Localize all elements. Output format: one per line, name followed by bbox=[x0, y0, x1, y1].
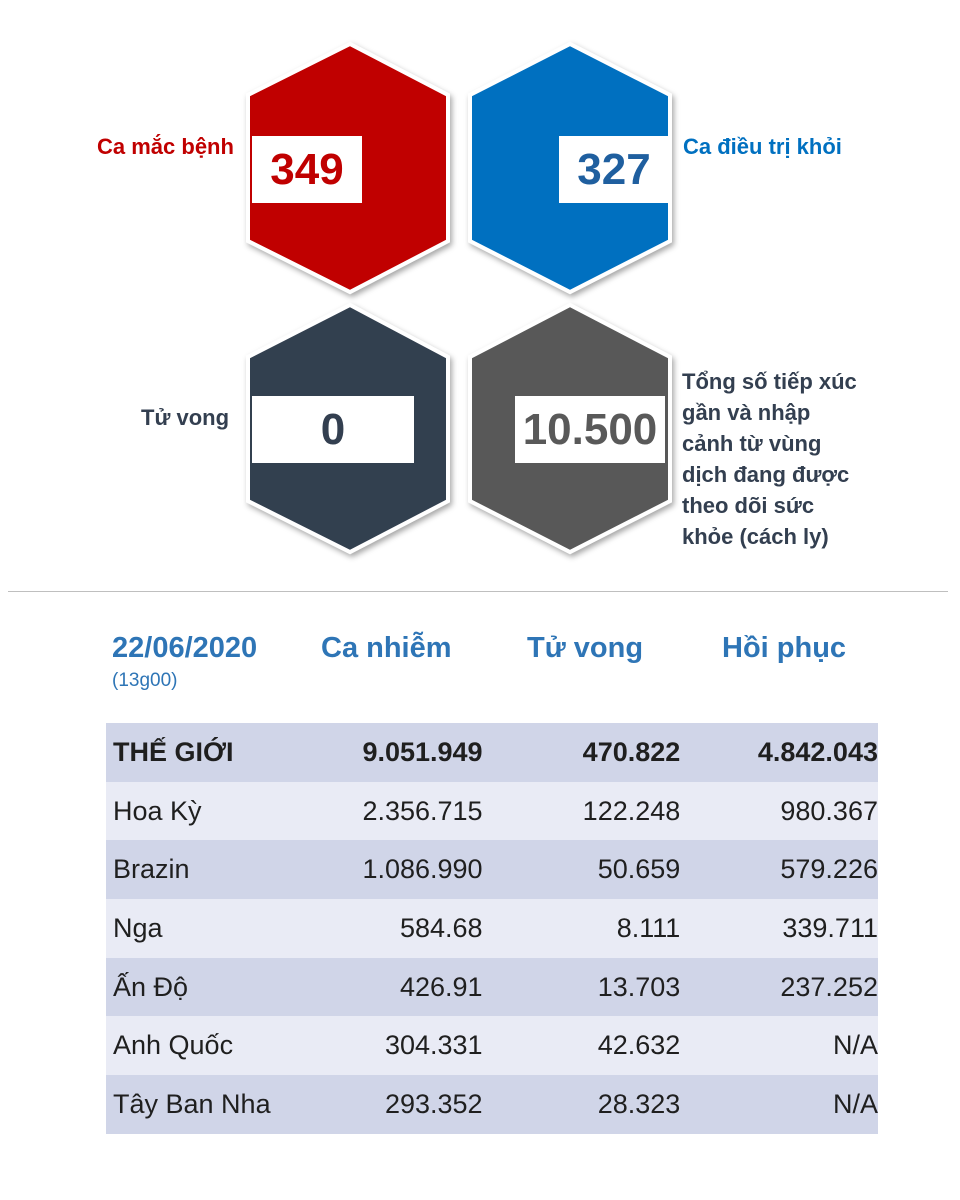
monitored-label: Tổng số tiếp xúc gần và nhập cảnh từ vùn… bbox=[682, 366, 857, 552]
country-name: Nga bbox=[113, 912, 163, 943]
monitored-label-line: cảnh từ vùng bbox=[682, 431, 822, 456]
header-deaths: Tử vong bbox=[527, 632, 644, 664]
deaths-value: 50.659 bbox=[597, 854, 681, 885]
table-row: Ấn Độ 426.91 13.703 237.252 bbox=[106, 957, 878, 1017]
deaths-value: 0 bbox=[252, 396, 414, 463]
infected-value: 293.352 bbox=[384, 1088, 483, 1119]
recovered-value: 327 bbox=[559, 136, 669, 203]
monitored-label-line: dịch đang được bbox=[682, 462, 850, 487]
recovered-value: N/A bbox=[832, 1030, 878, 1061]
table-date: 22/06/2020 bbox=[112, 632, 258, 664]
table-row: Tây Ban Nha 293.352 28.323 N/A bbox=[106, 1075, 878, 1134]
covid-table: THẾ GIỚI 9.051.949 470.822 4.842.043 Hoa… bbox=[106, 723, 878, 1134]
table-row: Anh Quốc 304.331 42.632 N/A bbox=[106, 1016, 878, 1076]
table-row: Hoa Kỳ 2.356.715 122.248 980.367 bbox=[106, 781, 878, 841]
country-name: Anh Quốc bbox=[113, 1030, 234, 1061]
infected-value: 1.086.990 bbox=[362, 854, 483, 885]
monitored-label-line: theo dõi sức bbox=[682, 493, 815, 518]
infected-value: 2.356.715 bbox=[362, 795, 483, 826]
deaths-value: 122.248 bbox=[582, 795, 681, 826]
country-name: Hoa Kỳ bbox=[113, 795, 202, 826]
country-name: Brazin bbox=[113, 854, 190, 885]
monitored-value: 10.500 bbox=[515, 396, 665, 463]
country-name: THẾ GIỚI bbox=[113, 736, 234, 767]
infected-value: 426.91 bbox=[399, 971, 483, 1002]
header-infected: Ca nhiễm bbox=[321, 632, 452, 664]
recovered-value: 237.252 bbox=[780, 971, 878, 1002]
recovered-value: 579.226 bbox=[780, 854, 878, 885]
monitored-label-line: khỏe (cách ly) bbox=[682, 524, 829, 549]
divider-line bbox=[8, 591, 948, 592]
table-row: Nga 584.68 8.111 339.711 bbox=[106, 899, 878, 958]
country-name: Ấn Độ bbox=[113, 971, 189, 1002]
deaths-label: Tử vong bbox=[141, 405, 230, 430]
monitored-label-line: gần và nhập bbox=[682, 400, 811, 425]
recovered-value: 980.367 bbox=[780, 795, 878, 826]
deaths-value: 470.822 bbox=[582, 736, 681, 767]
recovered-label: Ca điều trị khỏi bbox=[683, 134, 842, 159]
cases-label: Ca mắc bệnh bbox=[97, 134, 234, 159]
infected-value: 9.051.949 bbox=[362, 736, 483, 767]
table-time: (13g00) bbox=[112, 670, 178, 691]
infected-value: 304.331 bbox=[384, 1030, 483, 1061]
table-row-world: THẾ GIỚI 9.051.949 470.822 4.842.043 bbox=[106, 723, 878, 782]
deaths-value: 28.323 bbox=[597, 1088, 681, 1119]
cases-value: 349 bbox=[252, 136, 362, 203]
monitored-label-line: Tổng số tiếp xúc bbox=[682, 369, 857, 394]
country-name: Tây Ban Nha bbox=[113, 1088, 271, 1119]
recovered-value: 4.842.043 bbox=[757, 736, 878, 767]
infected-value: 584.68 bbox=[399, 912, 483, 943]
deaths-value: 13.703 bbox=[597, 971, 681, 1002]
recovered-value: N/A bbox=[832, 1088, 878, 1119]
deaths-value: 8.111 bbox=[616, 912, 681, 943]
table-row: Brazin 1.086.990 50.659 579.226 bbox=[106, 840, 878, 900]
header-recovered: Hồi phục bbox=[722, 632, 847, 664]
deaths-value: 42.632 bbox=[597, 1030, 681, 1061]
recovered-value: 339.711 bbox=[782, 912, 878, 943]
